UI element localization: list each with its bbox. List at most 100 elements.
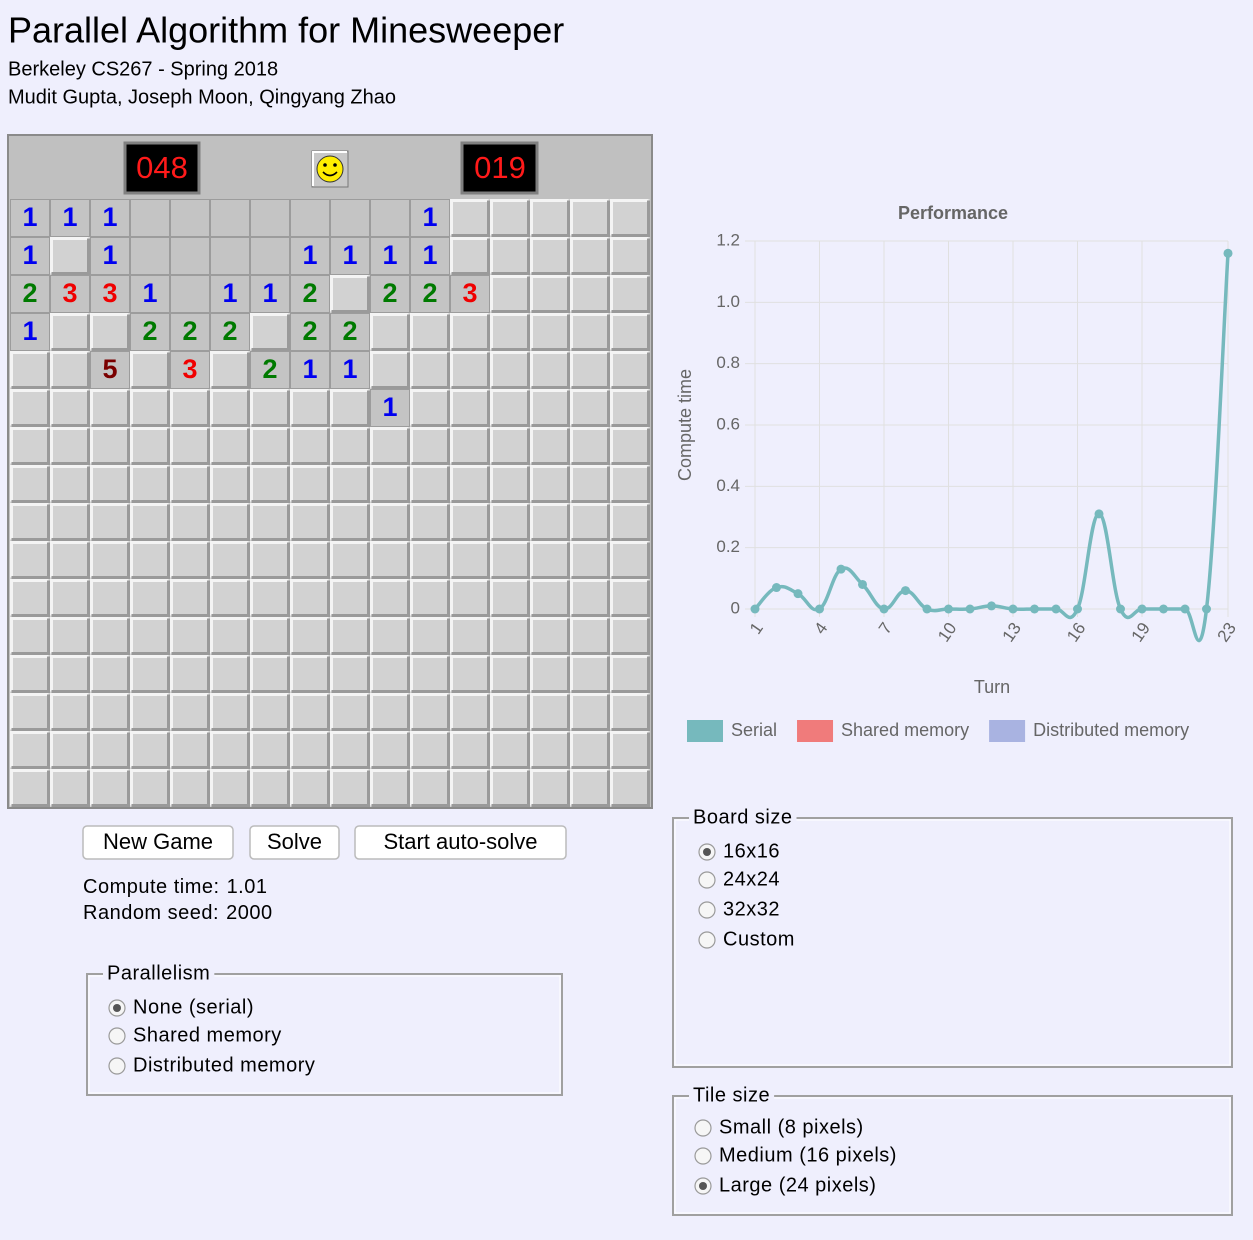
- tile[interactable]: 2: [410, 275, 450, 313]
- tile[interactable]: [410, 351, 450, 389]
- smiley-button[interactable]: [311, 150, 349, 188]
- tile[interactable]: [450, 693, 490, 731]
- tile[interactable]: [130, 579, 170, 617]
- tile[interactable]: [490, 275, 530, 313]
- tile[interactable]: [370, 769, 410, 807]
- tile[interactable]: [290, 427, 330, 465]
- tile[interactable]: [170, 503, 210, 541]
- tile[interactable]: 2: [370, 275, 410, 313]
- tile[interactable]: [10, 427, 50, 465]
- tile[interactable]: 2: [290, 313, 330, 351]
- tile[interactable]: [330, 503, 370, 541]
- tile[interactable]: [210, 731, 250, 769]
- tile[interactable]: [330, 655, 370, 693]
- tile[interactable]: [170, 389, 210, 427]
- tile[interactable]: [90, 503, 130, 541]
- tile[interactable]: [570, 503, 610, 541]
- tile[interactable]: [290, 693, 330, 731]
- tile[interactable]: [410, 693, 450, 731]
- tile[interactable]: 1: [330, 351, 370, 389]
- button[interactable]: New Game: [82, 825, 234, 860]
- tile[interactable]: [10, 731, 50, 769]
- tile[interactable]: [130, 503, 170, 541]
- tile[interactable]: [610, 731, 650, 769]
- radio-option[interactable]: Distributed memory: [108, 1054, 315, 1076]
- tile[interactable]: [330, 465, 370, 503]
- tile[interactable]: [250, 199, 290, 237]
- tile[interactable]: [50, 693, 90, 731]
- tile[interactable]: [10, 541, 50, 579]
- tile[interactable]: [50, 655, 90, 693]
- tile[interactable]: [330, 199, 370, 237]
- tile[interactable]: [490, 655, 530, 693]
- tile[interactable]: 1: [290, 351, 330, 389]
- tile[interactable]: [250, 769, 290, 807]
- tile[interactable]: [50, 541, 90, 579]
- tile[interactable]: 2: [210, 313, 250, 351]
- tile[interactable]: [450, 351, 490, 389]
- tile[interactable]: [10, 465, 50, 503]
- tile[interactable]: [210, 199, 250, 237]
- tile[interactable]: [210, 693, 250, 731]
- tile[interactable]: 1: [130, 275, 170, 313]
- tile[interactable]: [250, 465, 290, 503]
- tile[interactable]: [450, 389, 490, 427]
- tile[interactable]: [450, 503, 490, 541]
- tile[interactable]: [250, 427, 290, 465]
- tile[interactable]: [290, 199, 330, 237]
- tile[interactable]: [50, 465, 90, 503]
- tile[interactable]: [570, 199, 610, 237]
- tile[interactable]: [130, 427, 170, 465]
- tile[interactable]: [170, 731, 210, 769]
- tile[interactable]: [490, 503, 530, 541]
- tile[interactable]: [170, 579, 210, 617]
- tile[interactable]: [130, 389, 170, 427]
- tile[interactable]: [10, 503, 50, 541]
- tile[interactable]: 2: [130, 313, 170, 351]
- tile[interactable]: 2: [170, 313, 210, 351]
- tile[interactable]: [210, 579, 250, 617]
- tile[interactable]: [370, 655, 410, 693]
- tile[interactable]: 1: [210, 275, 250, 313]
- tile[interactable]: [250, 655, 290, 693]
- tile[interactable]: [210, 389, 250, 427]
- tile[interactable]: 5: [90, 351, 130, 389]
- tile[interactable]: [410, 579, 450, 617]
- tile[interactable]: [370, 693, 410, 731]
- tile[interactable]: [90, 617, 130, 655]
- tile[interactable]: [130, 237, 170, 275]
- tile[interactable]: [490, 427, 530, 465]
- tile[interactable]: [250, 617, 290, 655]
- tile[interactable]: [50, 427, 90, 465]
- tile[interactable]: [250, 313, 290, 351]
- tile[interactable]: [490, 731, 530, 769]
- tile[interactable]: [130, 769, 170, 807]
- tile[interactable]: [90, 731, 130, 769]
- tile[interactable]: [50, 731, 90, 769]
- tile[interactable]: [90, 655, 130, 693]
- tile[interactable]: [570, 389, 610, 427]
- tile[interactable]: [530, 541, 570, 579]
- tile[interactable]: 1: [370, 389, 410, 427]
- tile[interactable]: [170, 541, 210, 579]
- tile[interactable]: [570, 237, 610, 275]
- tile[interactable]: [170, 237, 210, 275]
- tile[interactable]: 3: [450, 275, 490, 313]
- button[interactable]: Start auto-solve: [354, 825, 567, 860]
- tile[interactable]: [530, 617, 570, 655]
- tile[interactable]: [10, 693, 50, 731]
- tile[interactable]: [210, 237, 250, 275]
- tile[interactable]: [370, 427, 410, 465]
- tile[interactable]: [530, 313, 570, 351]
- tile[interactable]: 1: [250, 275, 290, 313]
- tile[interactable]: [570, 655, 610, 693]
- tile[interactable]: [410, 769, 450, 807]
- tile[interactable]: [210, 541, 250, 579]
- tile[interactable]: [370, 351, 410, 389]
- tile[interactable]: [330, 731, 370, 769]
- tile[interactable]: [610, 465, 650, 503]
- tile[interactable]: [490, 541, 530, 579]
- tile[interactable]: [290, 769, 330, 807]
- tile[interactable]: 1: [90, 237, 130, 275]
- radio-option[interactable]: Large (24 pixels): [694, 1174, 876, 1196]
